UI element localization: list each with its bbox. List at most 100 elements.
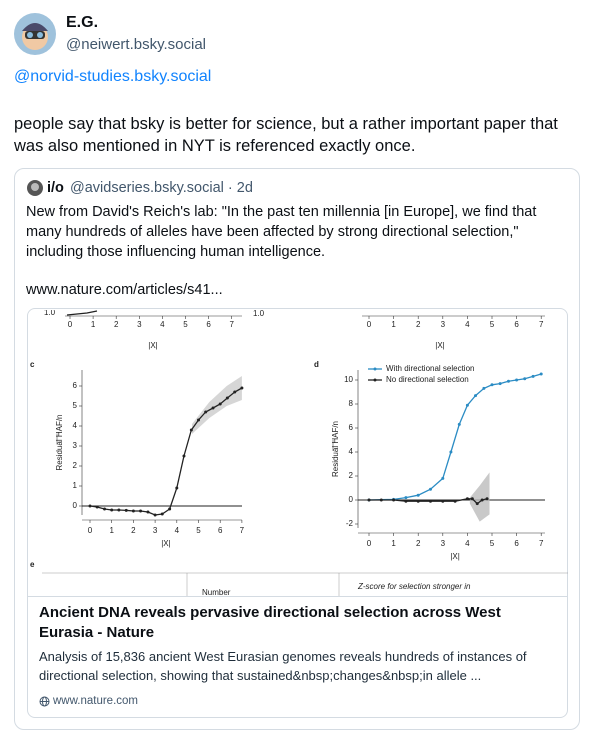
x-tick-label: 2 xyxy=(416,320,421,329)
table-header: Z-score for selection stronger in xyxy=(357,582,471,591)
quote-card[interactable] xyxy=(14,168,580,730)
point xyxy=(404,496,408,500)
panel-label: d xyxy=(314,360,319,369)
y-tick-label: 6 xyxy=(349,423,354,432)
x-axis-label: |X| xyxy=(450,552,460,561)
x-tick-label: 5 xyxy=(183,320,188,329)
point xyxy=(110,508,114,512)
x-tick-label: 7 xyxy=(240,526,245,535)
x-tick-label: 6 xyxy=(206,320,211,329)
x-tick-label: 7 xyxy=(539,539,544,548)
point xyxy=(197,418,200,422)
link-description: Analysis of 15,836 ancient West Eurasian… xyxy=(39,649,527,683)
x-tick-label: 7 xyxy=(229,320,234,329)
point xyxy=(474,394,478,398)
point xyxy=(182,454,186,458)
divider xyxy=(27,596,568,597)
x-tick-label: 0 xyxy=(88,526,93,535)
axis-label: 1.0 xyxy=(44,310,56,317)
point xyxy=(367,498,371,502)
point xyxy=(153,513,157,517)
point xyxy=(475,502,479,506)
point xyxy=(531,374,535,378)
point xyxy=(124,508,128,512)
y-tick-label: 4 xyxy=(349,447,354,456)
point xyxy=(457,422,461,426)
x-tick-label: 7 xyxy=(539,320,544,329)
x-tick-label: 0 xyxy=(367,320,372,329)
y-tick-label: 4 xyxy=(73,421,78,430)
panel-label: c xyxy=(30,360,35,369)
point xyxy=(225,396,229,400)
x-tick-label: 2 xyxy=(416,539,421,548)
x-tick-label: 1 xyxy=(391,320,396,329)
point xyxy=(482,386,486,390)
quote-handle: @avidseries.bsky.social · 2d xyxy=(70,180,253,196)
y-tick-label: 6 xyxy=(73,381,78,390)
point xyxy=(416,493,420,497)
point xyxy=(175,486,179,490)
table-header: Number xyxy=(202,588,231,596)
quote-author: i/o xyxy=(47,180,64,196)
point xyxy=(506,379,510,383)
point xyxy=(539,372,543,376)
x-axis-label: |X| xyxy=(435,341,445,350)
point xyxy=(465,497,469,501)
point xyxy=(480,498,484,502)
point xyxy=(470,497,474,501)
x-tick-label: 6 xyxy=(514,320,519,329)
panel-label: e xyxy=(30,560,35,569)
y-tick-label: 3 xyxy=(73,441,78,450)
point xyxy=(131,509,135,513)
quote-text: New from David's Reich's lab: "In the pa… xyxy=(26,204,537,260)
point xyxy=(117,508,121,512)
avatar[interactable] xyxy=(14,13,56,55)
point xyxy=(392,498,396,502)
x-tick-label: 6 xyxy=(218,526,223,535)
point xyxy=(453,499,457,503)
point xyxy=(441,499,445,503)
x-tick-label: 3 xyxy=(153,526,158,535)
x-axis-label: |X| xyxy=(148,341,158,350)
x-tick-label: 0 xyxy=(367,539,372,548)
point xyxy=(168,507,172,511)
y-tick-label: 5 xyxy=(73,401,78,410)
mention-link[interactable]: @norvid-studies.bsky.social xyxy=(14,68,212,85)
link-domain: www.nature.com xyxy=(53,695,139,707)
point xyxy=(204,410,208,414)
x-tick-label: 3 xyxy=(441,539,446,548)
point xyxy=(498,382,502,386)
x-tick-label: 1 xyxy=(391,539,396,548)
point xyxy=(95,505,99,509)
x-tick-label: 2 xyxy=(114,320,119,329)
confidence-band xyxy=(469,472,490,522)
x-tick-label: 2 xyxy=(131,526,136,535)
x-tick-label: 4 xyxy=(465,320,470,329)
y-axis-label: Residual HAF/n xyxy=(331,421,340,477)
figure: 1.0 1.0 0 0 1 1 2 2 3 3 4 4 5 5 6 6 7 7 |X| |X| c 0 1 2 3 4 5 6 0 1 2 3… xyxy=(30,310,568,596)
x-tick-label: 5 xyxy=(490,320,495,329)
y-tick-label: 2 xyxy=(73,461,78,470)
x-tick-label: 4 xyxy=(175,526,180,535)
x-tick-label: 3 xyxy=(441,320,446,329)
point xyxy=(189,428,193,432)
y-tick-label: 1 xyxy=(73,481,78,490)
point xyxy=(160,512,164,516)
link-card[interactable] xyxy=(27,308,568,718)
globe-icon xyxy=(39,696,50,707)
x-tick-label: 1 xyxy=(91,320,96,329)
y-tick-label: -2 xyxy=(346,519,354,528)
line xyxy=(66,310,98,316)
point xyxy=(490,383,494,387)
point xyxy=(233,390,237,394)
legend-label: With directional selection xyxy=(386,364,474,373)
point xyxy=(211,406,215,410)
author-name[interactable]: E.G. xyxy=(66,14,99,31)
y-tick-label: 2 xyxy=(349,471,354,480)
point xyxy=(429,499,432,503)
author-handle[interactable]: @neiwert.bsky.social xyxy=(66,36,206,53)
y-tick-label: 0 xyxy=(73,501,78,510)
point xyxy=(449,450,453,454)
